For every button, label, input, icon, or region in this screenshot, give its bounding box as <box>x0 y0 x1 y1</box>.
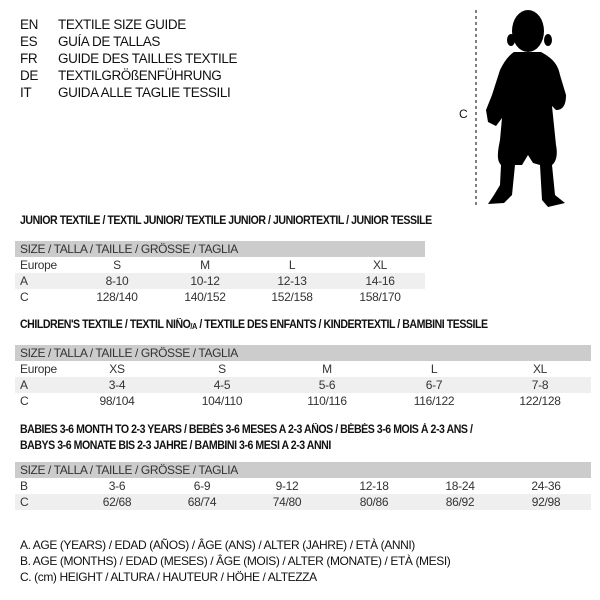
size-header: SIZE / TALLA / TAILLE / GRÖSSE / TAGLIA <box>15 462 591 478</box>
table-cell: XL <box>532 362 548 376</box>
lang-title: TEXTILE SIZE GUIDE <box>58 17 186 32</box>
table-cell: 104/110 <box>201 394 243 408</box>
table-cell: 7-8 <box>531 378 549 392</box>
table-row: B 3-6 6-9 9-12 12-18 18-24 24-36 <box>15 478 591 494</box>
heading-text: CHILDREN'S TEXTILE / TEXTIL NIÑO <box>20 319 191 331</box>
table-cell: 62/68 <box>102 495 132 509</box>
table-cell: 122/128 <box>519 394 561 408</box>
table-cell: 80/86 <box>359 495 389 509</box>
babies-heading-line1: BABIES 3-6 MONTH TO 2-3 YEARS / BEBÉS 3-… <box>20 424 473 436</box>
table-cell: XL <box>372 258 388 272</box>
table-cell: 68/74 <box>187 495 217 509</box>
legend-a: A. AGE (YEARS) / EDAD (AÑOS) / ÂGE (ANS)… <box>20 538 415 552</box>
table-cell: 12-13 <box>277 274 307 288</box>
table-cell: 12-18 <box>359 479 389 493</box>
children-size-table: SIZE / TALLA / TAILLE / GRÖSSE / TAGLIA … <box>15 345 591 409</box>
table-cell: 24-36 <box>531 479 561 493</box>
table-cell: 140/152 <box>184 290 226 304</box>
size-header: SIZE / TALLA / TAILLE / GRÖSSE / TAGLIA <box>15 345 591 361</box>
height-measure-label: C <box>459 107 468 121</box>
row-label: Europe <box>20 362 57 376</box>
row-label: A <box>20 378 28 392</box>
table-cell: M <box>200 258 210 272</box>
row-label: B <box>20 479 28 493</box>
row-label: C <box>20 495 29 509</box>
table-cell: 8-10 <box>105 274 129 288</box>
row-label: C <box>20 394 29 408</box>
heading-text: / TEXTILE DES ENFANTS / KINDERTEXTIL / B… <box>196 319 488 331</box>
table-row: Europe S M L XL <box>15 257 425 273</box>
row-label: Europe <box>20 258 57 272</box>
table-cell: 14-16 <box>365 274 395 288</box>
lang-title: TEXTILGRÖßENFÜHRUNG <box>58 68 222 83</box>
table-cell: 98/104 <box>99 394 135 408</box>
table-cell: 6-9 <box>193 479 211 493</box>
table-cell: S <box>113 258 121 272</box>
table-cell: 86/92 <box>445 495 475 509</box>
table-row: C 98/104 104/110 110/116 116/122 122/128 <box>15 393 591 409</box>
table-cell: S <box>218 362 226 376</box>
junior-heading: JUNIOR TEXTILE / TEXTIL JUNIOR/ TEXTILE … <box>20 215 432 227</box>
table-cell: 128/140 <box>96 290 138 304</box>
table-cell: 3-6 <box>108 479 126 493</box>
table-cell: L <box>288 258 296 272</box>
lang-code: DE <box>20 68 38 83</box>
table-cell: 116/122 <box>413 394 455 408</box>
table-row: C 128/140 140/152 152/158 158/170 <box>15 289 425 305</box>
child-silhouette-icon <box>475 10 566 208</box>
table-cell: 4-5 <box>213 378 231 392</box>
table-cell: 92/98 <box>531 495 561 509</box>
lang-code: FR <box>20 51 38 66</box>
row-label: C <box>20 290 29 304</box>
babies-size-table: SIZE / TALLA / TAILLE / GRÖSSE / TAGLIA … <box>15 462 591 510</box>
table-cell: 18-24 <box>445 479 475 493</box>
lang-title: GUIDE DES TAILLES TEXTILE <box>58 51 238 66</box>
table-row: A 3-4 4-5 5-6 6-7 7-8 <box>15 377 591 393</box>
size-header: SIZE / TALLA / TAILLE / GRÖSSE / TAGLIA <box>15 241 425 257</box>
lang-code: EN <box>20 17 38 32</box>
table-row: C 62/68 68/74 74/80 80/86 86/92 92/98 <box>15 494 591 510</box>
table-cell: 110/116 <box>307 394 347 408</box>
junior-size-table: SIZE / TALLA / TAILLE / GRÖSSE / TAGLIA … <box>15 241 425 305</box>
children-heading: CHILDREN'S TEXTILE / TEXTIL NIÑO/A / TEX… <box>20 319 488 331</box>
heading-subscript: /A <box>190 322 197 331</box>
table-row: A 8-10 10-12 12-13 14-16 <box>15 273 425 289</box>
table-cell: M <box>322 362 332 376</box>
table-cell: 152/158 <box>271 290 313 304</box>
babies-heading-line2: BABYS 3-6 MONATE BIS 2-3 JAHRE / BAMBINI… <box>20 440 331 452</box>
lang-code: ES <box>20 34 38 49</box>
lang-code: IT <box>20 85 32 100</box>
lang-title: GUIDA ALLE TAGLIE TESSILI <box>58 85 231 100</box>
table-cell: 10-12 <box>190 274 220 288</box>
table-cell: 74/80 <box>272 495 302 509</box>
table-row: Europe XS S M L XL <box>15 361 591 377</box>
legend-c: C. (cm) HEIGHT / ALTURA / HAUTEUR / HÖHE… <box>20 570 317 584</box>
row-label: A <box>20 274 28 288</box>
lang-title: GUÍA DE TALLAS <box>58 34 160 49</box>
legend-b: B. AGE (MONTHS) / EDAD (MESES) / ÂGE (MO… <box>20 554 451 568</box>
table-cell: 5-6 <box>318 378 336 392</box>
table-cell: L <box>430 362 438 376</box>
table-cell: 158/170 <box>359 290 401 304</box>
table-cell: 9-12 <box>275 479 299 493</box>
table-cell: 6-7 <box>425 378 443 392</box>
table-cell: 3-4 <box>108 378 126 392</box>
table-cell: XS <box>109 362 125 376</box>
